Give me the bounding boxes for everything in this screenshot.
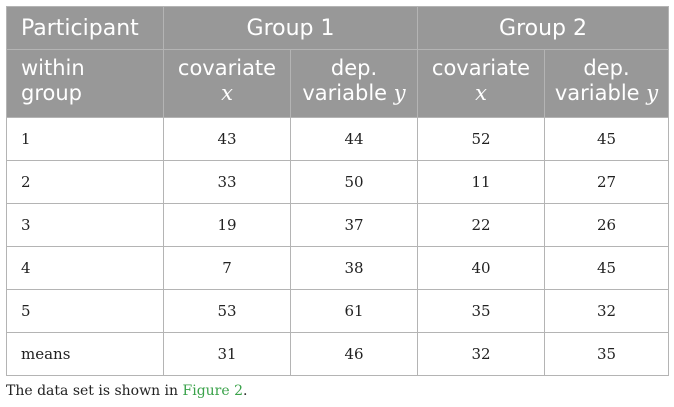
cell-g1-x: 31 — [163, 332, 291, 376]
header-g1-dep-var: y — [393, 81, 406, 105]
header-g1-covariate: covariate x — [163, 49, 291, 118]
header-group-2: Group 2 — [417, 6, 669, 50]
cell-g1-y: 61 — [290, 289, 418, 333]
cell-g2-y: 45 — [544, 246, 669, 290]
header-g2-dep-word: variable — [554, 81, 640, 105]
cell-g2-x: 52 — [417, 117, 545, 161]
cell-g2-x: 40 — [417, 246, 545, 290]
table-row: 1 43 44 52 45 — [6, 117, 669, 161]
cell-g2-y: 35 — [544, 332, 669, 376]
table-row: 2 33 50 11 27 — [6, 160, 669, 204]
cell-g1-x: 43 — [163, 117, 291, 161]
cell-g2-y: 32 — [544, 289, 669, 333]
cell-g1-x: 33 — [163, 160, 291, 204]
cell-participant: 2 — [6, 160, 164, 204]
cell-g2-x: 11 — [417, 160, 545, 204]
table-footnote: The data set is shown in Figure 2. — [6, 383, 247, 399]
cell-participant: 4 — [6, 246, 164, 290]
header-g2-covariate: covariate x — [417, 49, 545, 118]
header-row-variables: within group covariate x dep. variable y… — [6, 49, 669, 118]
cell-g1-y: 37 — [290, 203, 418, 247]
data-table-container: Participant Group 1 Group 2 within group… — [6, 6, 669, 376]
cell-g2-y: 27 — [544, 160, 669, 204]
table-row-means: means 31 46 32 35 — [6, 332, 669, 376]
cell-g1-y: 38 — [290, 246, 418, 290]
footnote-suffix: . — [243, 383, 248, 399]
table-row: 5 53 61 35 32 — [6, 289, 669, 333]
header-g2-covariate-var: x — [475, 81, 487, 105]
cell-participant: 1 — [6, 117, 164, 161]
cell-g1-x: 7 — [163, 246, 291, 290]
cell-g2-y: 26 — [544, 203, 669, 247]
header-g1-dependent: dep. variable y — [290, 49, 418, 118]
figure-2-link[interactable]: Figure 2 — [182, 383, 244, 399]
header-participant: Participant — [6, 6, 164, 50]
cell-g2-y: 45 — [544, 117, 669, 161]
table-row: 4 7 38 40 45 — [6, 246, 669, 290]
cell-g1-x: 53 — [163, 289, 291, 333]
header-within-group: within group — [6, 49, 164, 118]
cell-g1-y: 50 — [290, 160, 418, 204]
header-g2-dep-var: y — [646, 81, 659, 105]
footnote-prefix: The data set is shown in — [6, 383, 183, 399]
header-g1-dep-line1: dep. — [330, 56, 378, 80]
cell-participant: 3 — [6, 203, 164, 247]
header-within-group-line1: within — [21, 56, 85, 80]
header-g2-covariate-word: covariate — [431, 56, 531, 80]
header-within-group-line2: group — [21, 81, 82, 105]
cell-g1-y: 46 — [290, 332, 418, 376]
cell-participant: 5 — [6, 289, 164, 333]
header-group-1: Group 1 — [163, 6, 418, 50]
cell-g2-x: 35 — [417, 289, 545, 333]
header-g1-covariate-word: covariate — [177, 56, 277, 80]
header-g1-dep-word: variable — [302, 81, 388, 105]
cell-g1-y: 44 — [290, 117, 418, 161]
data-table: Participant Group 1 Group 2 within group… — [6, 6, 669, 376]
table-row: 3 19 37 22 26 — [6, 203, 669, 247]
header-g2-dep-line1: dep. — [583, 56, 630, 80]
cell-participant: means — [6, 332, 164, 376]
header-g1-covariate-var: x — [221, 81, 233, 105]
cell-g2-x: 32 — [417, 332, 545, 376]
cell-g1-x: 19 — [163, 203, 291, 247]
cell-g2-x: 22 — [417, 203, 545, 247]
header-g2-dependent: dep. variable y — [544, 49, 669, 118]
header-row-groups: Participant Group 1 Group 2 — [6, 6, 669, 50]
